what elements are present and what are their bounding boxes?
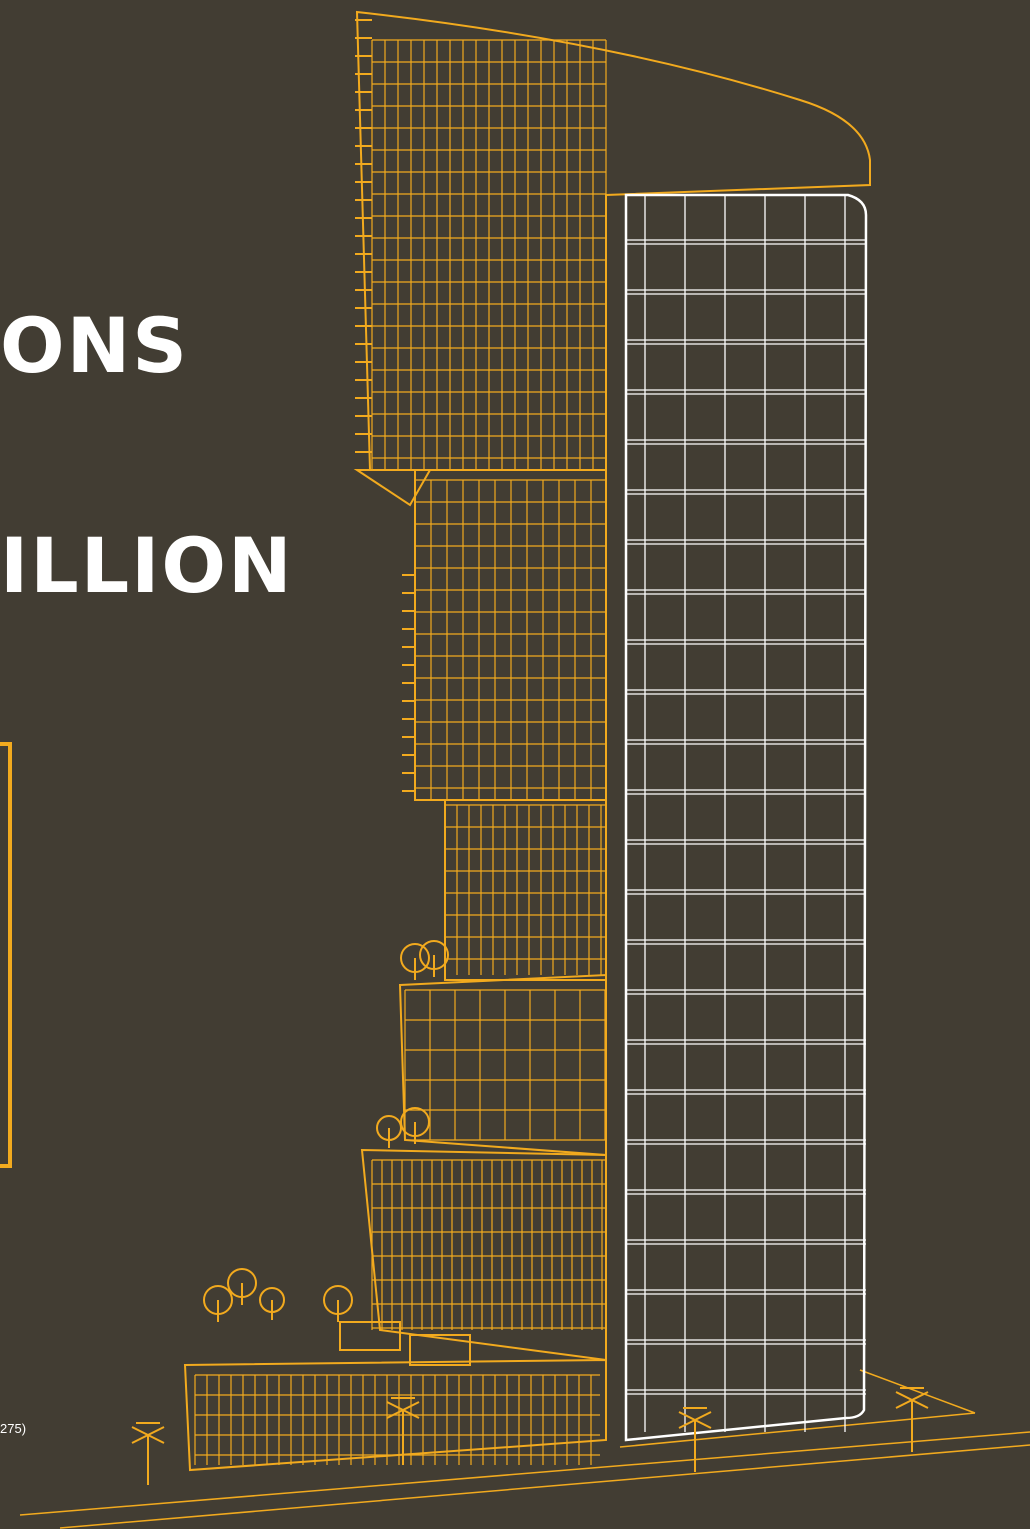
headline-line-1: ONS <box>0 301 189 390</box>
podium <box>183 1358 607 1472</box>
palm-trees <box>131 1387 929 1485</box>
ground-lines <box>19 1369 1030 1529</box>
footnote: 275) <box>0 1421 27 1436</box>
facade-fins <box>355 19 415 792</box>
trees <box>203 940 449 1322</box>
tower-crown <box>355 10 871 471</box>
headline-line-2: ILLION <box>0 521 294 610</box>
orange-facade-grid <box>194 39 607 1465</box>
tower-block-4 <box>398 973 607 1157</box>
glass-tower-grid <box>626 195 866 1432</box>
glass-tower <box>624 193 868 1442</box>
callout-box-frame <box>0 742 12 1168</box>
